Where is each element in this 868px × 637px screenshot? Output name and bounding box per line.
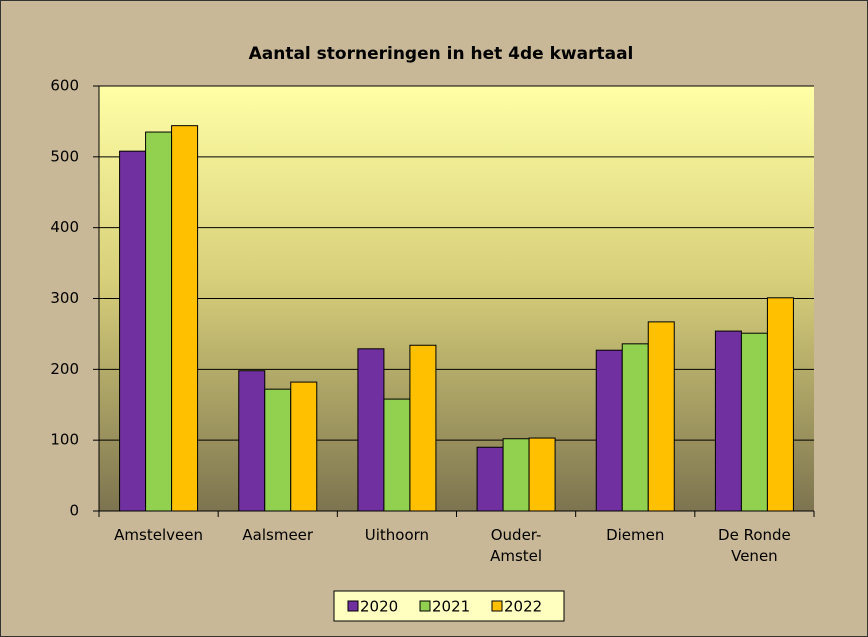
bar xyxy=(476,446,504,512)
legend-swatch xyxy=(491,600,503,612)
x-tick-label: Uithoorn xyxy=(364,526,430,544)
bar xyxy=(740,332,768,512)
legend-label: 2022 xyxy=(504,598,542,616)
bar xyxy=(409,344,437,512)
legend xyxy=(333,590,565,622)
bar xyxy=(714,330,742,512)
bar xyxy=(595,349,623,512)
y-tick-label: 400 xyxy=(50,218,79,236)
legend-swatch xyxy=(347,600,359,612)
bar xyxy=(357,348,385,512)
bar xyxy=(621,343,649,512)
y-tick-label: 200 xyxy=(50,360,79,378)
bar xyxy=(647,321,675,512)
y-tick-label: 500 xyxy=(50,147,79,165)
bar xyxy=(528,437,556,512)
y-tick-label: 0 xyxy=(69,502,79,520)
bar xyxy=(238,370,266,512)
bar xyxy=(502,438,530,512)
x-tick-label: Ouder-Amstel xyxy=(490,526,543,565)
bar xyxy=(171,125,199,512)
x-tick-label: Aalsmeer xyxy=(242,526,314,544)
bar xyxy=(119,150,147,512)
legend-label: 2020 xyxy=(360,598,398,616)
bar xyxy=(290,381,318,512)
x-tick-label: De Ronde Venen xyxy=(718,526,791,565)
y-tick-label: 600 xyxy=(50,77,79,95)
chart-title: Aantal storneringen in het 4de kwartaal xyxy=(249,44,634,64)
legend-label: 2021 xyxy=(432,598,470,616)
bar xyxy=(145,131,173,512)
bar xyxy=(264,388,292,512)
x-tick-label: Diemen xyxy=(606,526,665,544)
bar xyxy=(383,398,411,512)
y-tick-label: 100 xyxy=(50,431,79,449)
x-tick-label: Amstelveen xyxy=(114,526,203,544)
bar xyxy=(766,297,794,512)
y-tick-label: 300 xyxy=(50,289,79,307)
legend-swatch xyxy=(419,600,431,612)
